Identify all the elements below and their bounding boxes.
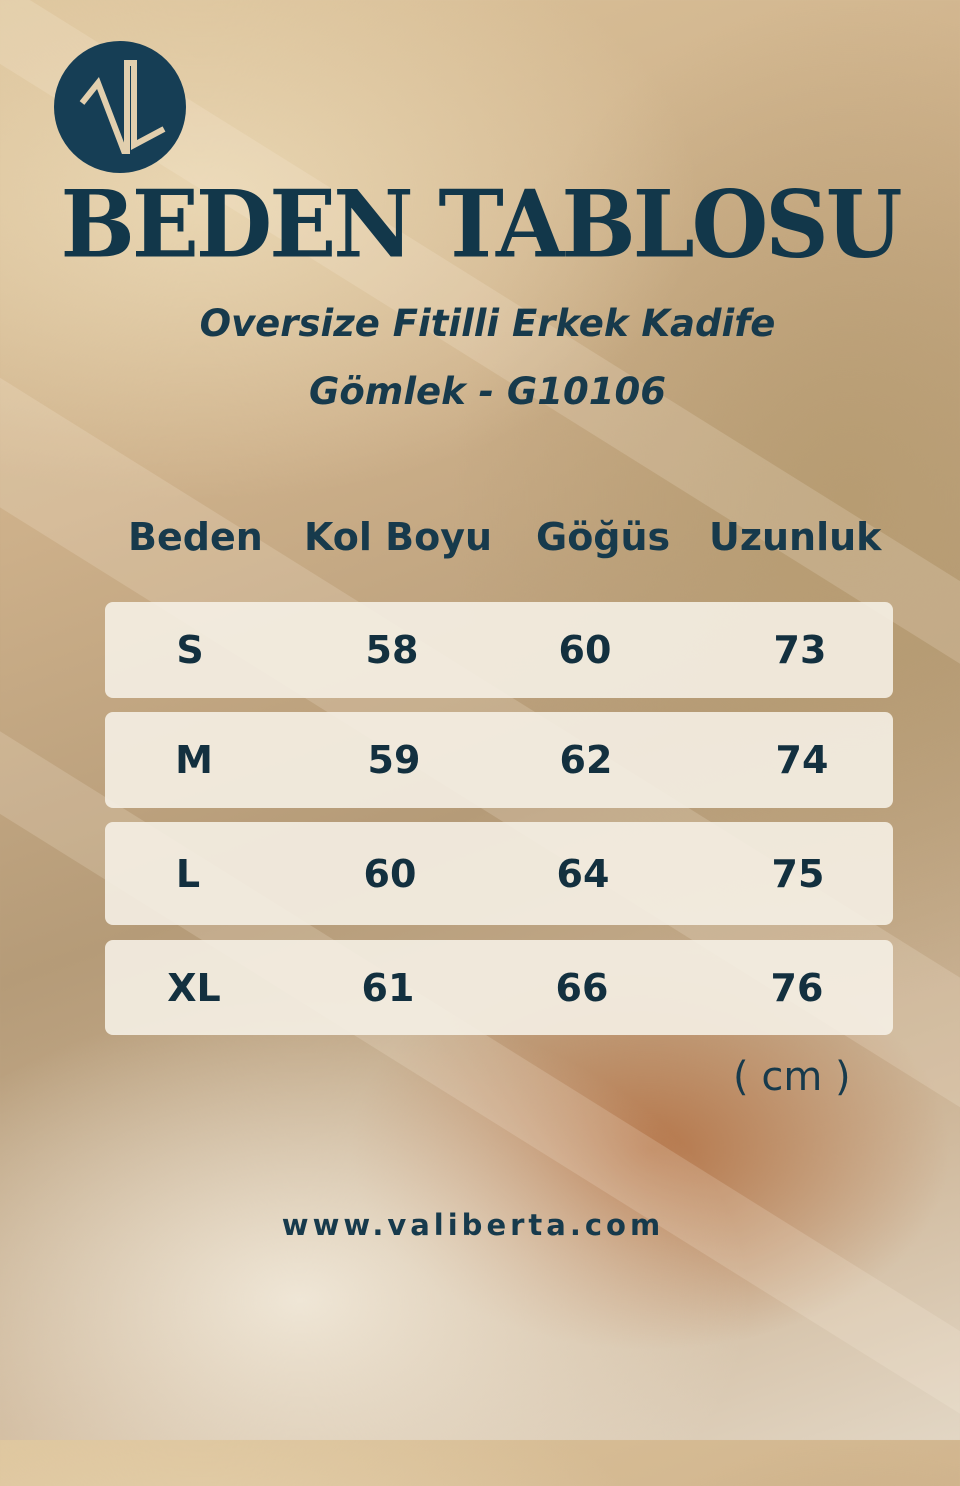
- header-beden: Beden: [128, 515, 263, 559]
- size-cell: L: [175, 851, 201, 896]
- table-row-xl: XL 61 66 76: [105, 940, 893, 1035]
- header-kol-boyu: Kol Boyu: [304, 515, 493, 559]
- size-cell: S: [176, 628, 204, 672]
- length-cell: 76: [770, 965, 824, 1010]
- header-uzunluk: Uzunluk: [709, 515, 882, 559]
- length-cell: 75: [771, 851, 825, 896]
- website-link[interactable]: www.valiberta.com: [281, 1208, 665, 1242]
- sleeve-cell: 58: [365, 628, 419, 672]
- table-row-s: S 58 60 73: [105, 602, 893, 698]
- size-cell: M: [175, 738, 213, 782]
- unit-label: ( cm ): [733, 1054, 851, 1100]
- vl-monogram-icon: [79, 60, 166, 154]
- size-cell: XL: [167, 965, 221, 1010]
- product-name-line-2: Gömlek - G10106: [309, 370, 666, 413]
- table-row-l: L 60 64 75: [105, 822, 893, 925]
- chest-cell: 64: [556, 851, 610, 896]
- length-cell: 74: [775, 738, 829, 782]
- sleeve-cell: 59: [367, 738, 421, 782]
- sleeve-cell: 61: [361, 965, 415, 1010]
- chest-cell: 66: [555, 965, 609, 1010]
- header-gogus: Göğüs: [536, 515, 671, 559]
- chest-cell: 62: [559, 738, 613, 782]
- table-row-m: M 59 62 74: [105, 712, 893, 808]
- length-cell: 73: [773, 628, 827, 672]
- chest-cell: 60: [558, 628, 612, 672]
- page-title: BEDEN TABLOSU: [60, 169, 902, 279]
- product-name-line-1: Oversize Fitilli Erkek Kadife: [199, 302, 776, 345]
- brand-logo: [54, 41, 186, 173]
- sleeve-cell: 60: [363, 851, 417, 896]
